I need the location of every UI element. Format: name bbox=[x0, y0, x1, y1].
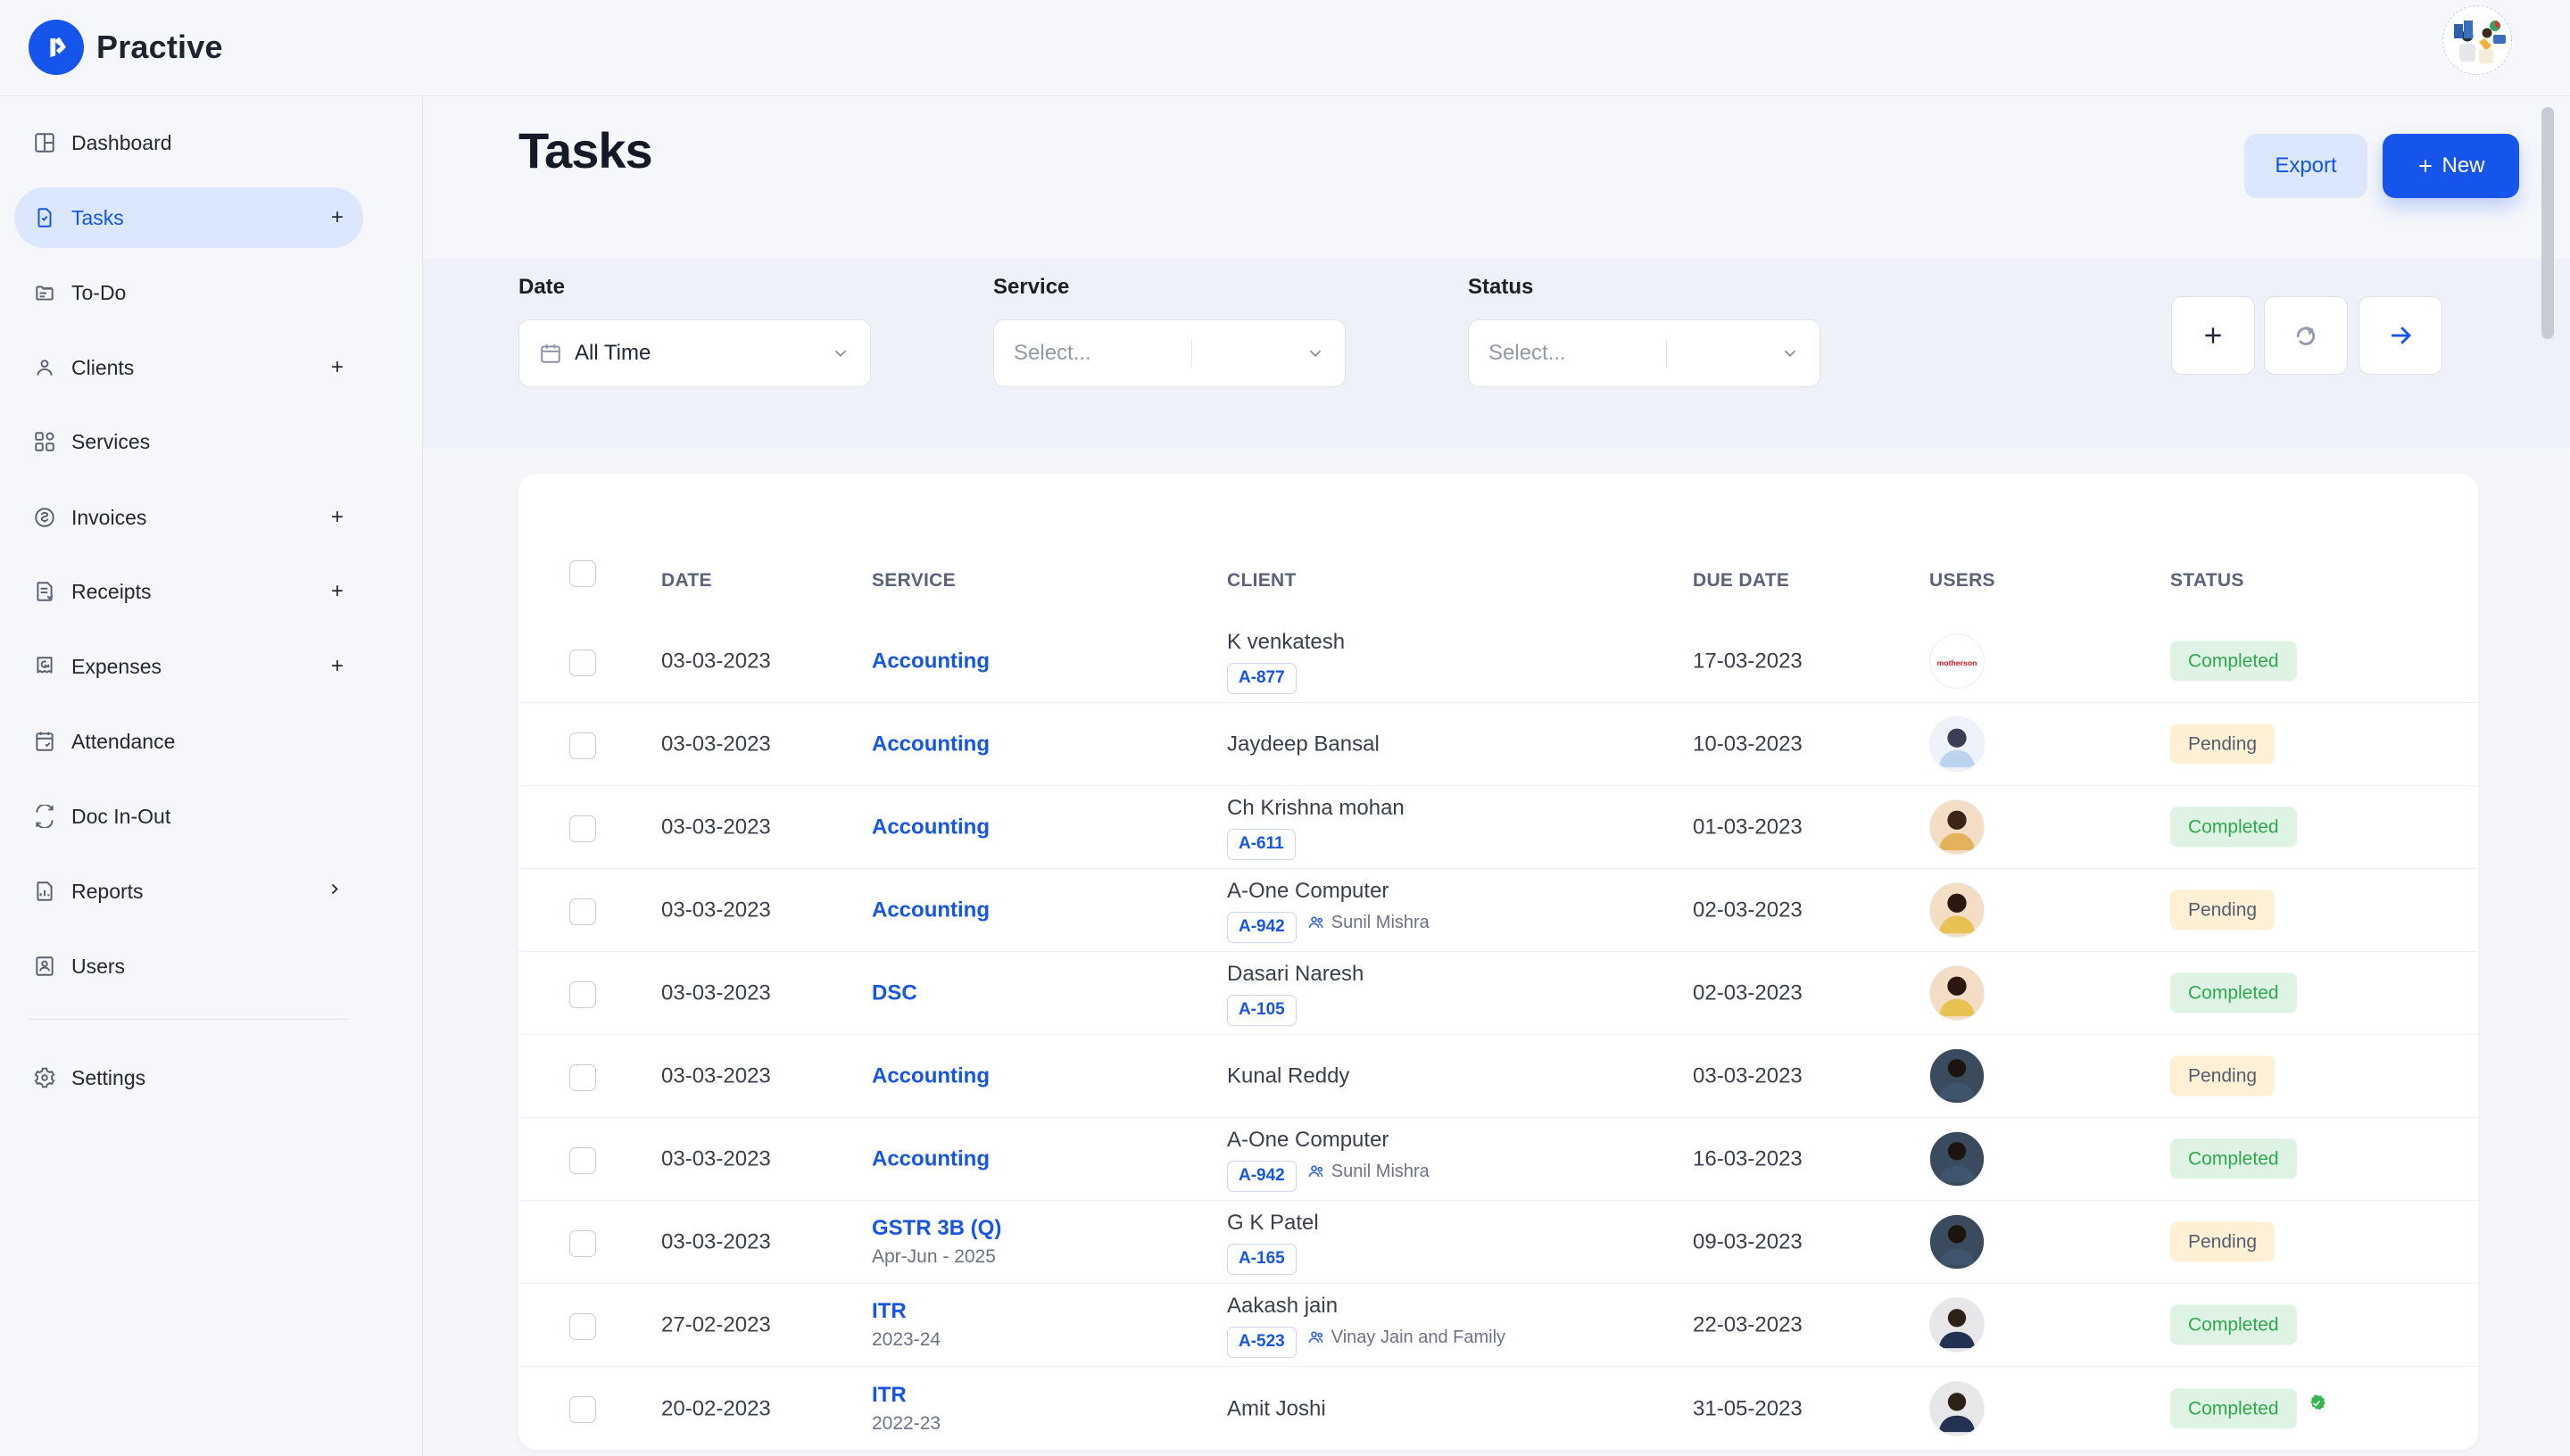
svg-text:motherson: motherson bbox=[1937, 658, 1977, 667]
